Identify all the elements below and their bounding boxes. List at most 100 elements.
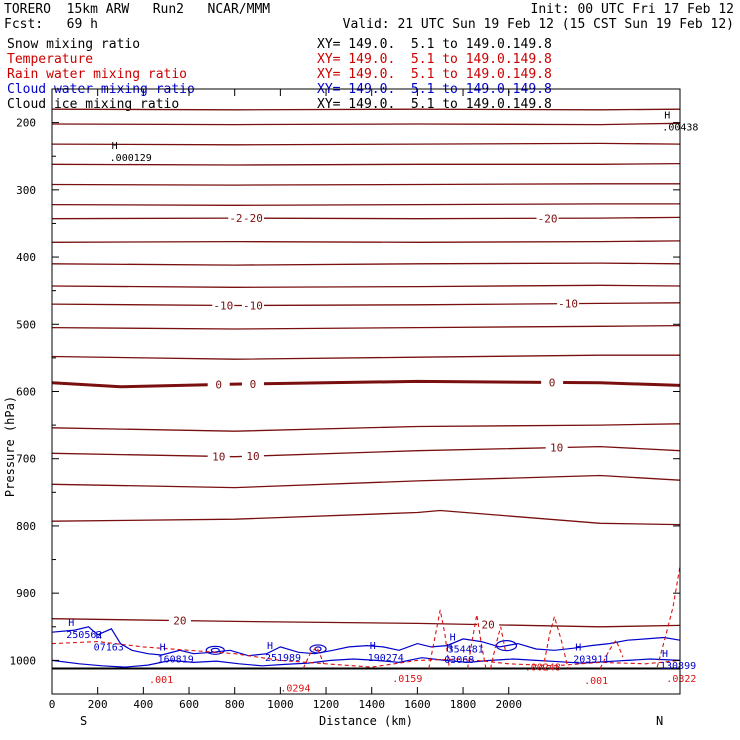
contour-label-18-1: 20 <box>482 619 495 632</box>
rain-max-value-0: .001 <box>149 675 173 686</box>
rain-contour-0 <box>51 641 681 668</box>
x-tick-label-9: 1800 <box>450 698 477 711</box>
temperature-contour-18 <box>51 618 681 628</box>
cloud-water-contour-1 <box>51 657 681 668</box>
contour-label-13-1: 0 <box>250 378 257 391</box>
contour-label-bg-15-0 <box>207 450 230 463</box>
field-snow-xy: XY= 149.0. 5.1 to 149.0.149.8 <box>317 37 552 52</box>
contour-label-bg-13-1 <box>241 377 264 390</box>
x-tick-label-2: 400 <box>133 698 153 711</box>
temperature-contour-16 <box>51 474 681 489</box>
cloud-water-max-value-2: 160819 <box>158 654 194 665</box>
contour-label-15-0: 10 <box>212 450 225 463</box>
temperature-contour-11 <box>51 324 681 330</box>
contour-label-bg-18-0 <box>168 614 191 627</box>
contour-label-bg-13-2 <box>541 376 564 389</box>
plot-frame <box>51 88 681 695</box>
rain-max-value-2: .0159 <box>392 674 422 685</box>
cloud-water-max-value-5: 354481 <box>448 644 484 655</box>
field-rain-xy: XY= 149.0. 5.1 to 149.0.149.8 <box>317 67 552 82</box>
cloud-water-max-value-0: 250562 <box>66 630 102 641</box>
cloud-ice-max-h-1: H <box>664 111 670 122</box>
y-tick-label-5: 700 <box>16 453 36 466</box>
rain-max-value-1: .0294 <box>280 683 310 694</box>
y-tick-label-8: 1000 <box>10 654 37 667</box>
contour-label-bg-15-2 <box>545 441 568 454</box>
contour-label-15-2: 10 <box>550 442 563 455</box>
cloud-water-max-value-3: 251989 <box>265 653 301 664</box>
cloud-water-max-value-7: 203911 <box>573 654 609 665</box>
rain-contour-2 <box>467 614 487 669</box>
cloud-water-max-value-4: 190274 <box>368 653 404 664</box>
temperature-contour-6 <box>51 216 681 220</box>
field-cloud-ice-xy: XY= 149.0. 5.1 to 149.0.149.8 <box>317 97 552 112</box>
field-temperature-name: Temperature <box>7 52 94 67</box>
y-tick-label-3: 500 <box>16 318 36 331</box>
field-rain-name: Rain water mixing ratio <box>7 67 188 82</box>
cloud-ice-max-value-0: .000129 <box>110 153 152 164</box>
cloud-water-max-h-7: H <box>575 642 581 653</box>
model-title: TORERO 15km ARW Run2 NCAR/MMM <box>4 2 271 17</box>
x-tick-label-4: 800 <box>225 698 245 711</box>
field-temperature-xy: XY= 149.0. 5.1 to 149.0.149.8 <box>317 52 552 67</box>
contour-label-10-0: -10 <box>213 299 233 312</box>
cloud-water-max-h-8: H <box>662 649 668 660</box>
contour-label-18-0: 20 <box>173 615 186 628</box>
rain-contours <box>51 566 681 669</box>
contour-label-bg-10-1 <box>241 299 264 312</box>
contour-label-bg-13-0 <box>207 378 230 391</box>
cloud-water-cell-c <box>495 639 518 652</box>
contour-label-bg-6-2 <box>536 212 559 225</box>
y-tick-label-7: 900 <box>16 587 36 600</box>
cloud-water-cell-b <box>309 644 327 654</box>
rain-contour-1 <box>428 609 450 669</box>
x-tick-label-8: 1600 <box>404 698 431 711</box>
x-tick-label-3: 600 <box>179 698 199 711</box>
rain-max-value-4: .001 <box>584 676 608 687</box>
temperature-contour-8 <box>51 262 681 266</box>
temperature-contour-10 <box>51 302 681 307</box>
cloud-water-max-value-6: 03068 <box>444 655 474 666</box>
axes: 0 200 400 600 800 1000 1200 1400 1600 1800 2000200… <box>10 88 680 711</box>
contour-label-bg-10-2 <box>557 297 580 310</box>
cloud-water-max-value-1: 07163 <box>94 642 124 653</box>
y-tick-label-1: 300 <box>16 184 36 197</box>
temperature-contour-5 <box>51 203 680 206</box>
cloud-water-max-h-6: H <box>446 643 452 654</box>
contour-label-bg-15-1 <box>241 450 264 463</box>
cloud-water-max-h-5: H <box>450 632 456 643</box>
x-axis-title: Distance (km) <box>319 714 413 728</box>
temperature-contour-17 <box>51 509 681 526</box>
contour-label-10-2: -10 <box>558 298 578 311</box>
temperature-contour-0 <box>51 108 681 111</box>
forecast-hour: Fcst: 69 h <box>4 17 98 32</box>
temperature-contour-9 <box>51 284 681 288</box>
y-tick-label-0: 200 <box>16 117 36 130</box>
cloud-water-max-value-8: 130899 <box>660 661 696 672</box>
x-tick-label-0: 0 <box>49 698 56 711</box>
rain-contour-7 <box>302 645 325 669</box>
y-axis-title: Pressure (hPa) <box>3 396 17 497</box>
temperature-contour-1 <box>51 122 681 126</box>
cloud-water-max-h-4: H <box>370 641 376 652</box>
contour-label-10-1: -10 <box>243 299 263 312</box>
field-cloud-ice-name: Cloud ice mixing ratio <box>7 97 180 112</box>
temperature-contour-2 <box>51 142 681 146</box>
endpoint-north: N <box>656 714 663 728</box>
x-tick-label-5: 1000 <box>267 698 294 711</box>
temperature-contour-3 <box>51 162 681 166</box>
temperature-contour-13 <box>51 379 681 389</box>
endpoint-south: S <box>80 714 87 728</box>
x-tick-label-10: 2000 <box>495 698 522 711</box>
rain-contour-4 <box>542 614 569 669</box>
y-tick-label-6: 800 <box>16 520 36 533</box>
contour-label-bg-6-1 <box>241 212 264 225</box>
field-snow-name: Snow mixing ratio <box>7 37 141 52</box>
contour-label-13-0: 0 <box>215 378 222 391</box>
rain-max-value-3: .00248 <box>525 662 561 673</box>
y-tick-label-2: 400 <box>16 251 36 264</box>
temperature-contour-7 <box>51 240 681 243</box>
contour-label-bg-18-1 <box>477 618 500 631</box>
